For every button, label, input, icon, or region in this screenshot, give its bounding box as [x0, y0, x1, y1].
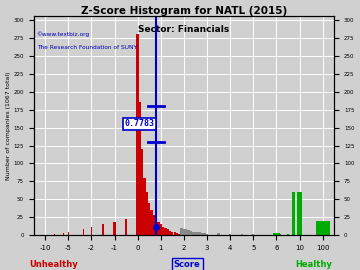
Bar: [183, 229, 185, 235]
Bar: [136, 34, 139, 235]
Bar: [178, 234, 180, 235]
Bar: [83, 230, 84, 235]
Bar: [197, 232, 199, 235]
Bar: [174, 232, 176, 235]
Bar: [201, 233, 203, 235]
Bar: [139, 102, 141, 235]
Text: ©www.textbiz.org: ©www.textbiz.org: [37, 32, 90, 37]
Text: 0.7783: 0.7783: [125, 120, 154, 129]
Bar: [278, 234, 281, 235]
Bar: [190, 231, 192, 235]
Bar: [194, 232, 197, 235]
Bar: [298, 221, 301, 235]
Bar: [155, 220, 157, 235]
Bar: [153, 215, 155, 235]
Bar: [252, 234, 255, 235]
Bar: [113, 222, 116, 235]
Bar: [167, 230, 169, 235]
Bar: [180, 228, 183, 235]
Bar: [316, 221, 330, 235]
Bar: [217, 233, 220, 235]
Text: The Research Foundation of SUNY: The Research Foundation of SUNY: [37, 45, 136, 50]
Bar: [229, 234, 231, 235]
Bar: [148, 203, 150, 235]
Bar: [206, 234, 208, 235]
Bar: [240, 234, 243, 235]
Y-axis label: Number of companies (1067 total): Number of companies (1067 total): [5, 72, 10, 180]
Bar: [159, 224, 162, 235]
Bar: [157, 222, 159, 235]
Text: Healthy: Healthy: [295, 260, 332, 269]
Bar: [102, 224, 104, 235]
Bar: [146, 192, 148, 235]
Bar: [125, 220, 127, 235]
Text: Sector: Financials: Sector: Financials: [138, 25, 230, 34]
Bar: [188, 230, 190, 235]
Bar: [143, 178, 146, 235]
Bar: [176, 233, 178, 235]
Bar: [287, 234, 289, 235]
Bar: [185, 230, 187, 235]
Bar: [164, 228, 167, 235]
Bar: [162, 227, 164, 235]
Bar: [292, 192, 295, 235]
Bar: [169, 231, 171, 235]
Bar: [199, 232, 201, 235]
Bar: [273, 233, 280, 235]
Bar: [203, 233, 206, 235]
Text: Score: Score: [174, 260, 201, 269]
Bar: [150, 210, 153, 235]
Text: Unhealthy: Unhealthy: [30, 260, 78, 269]
Bar: [68, 232, 69, 235]
Bar: [63, 233, 64, 235]
Bar: [141, 149, 143, 235]
Bar: [91, 227, 92, 235]
Bar: [171, 232, 174, 235]
Bar: [297, 192, 302, 235]
Bar: [54, 234, 55, 235]
Title: Z-Score Histogram for NATL (2015): Z-Score Histogram for NATL (2015): [81, 6, 287, 16]
Bar: [192, 232, 194, 235]
